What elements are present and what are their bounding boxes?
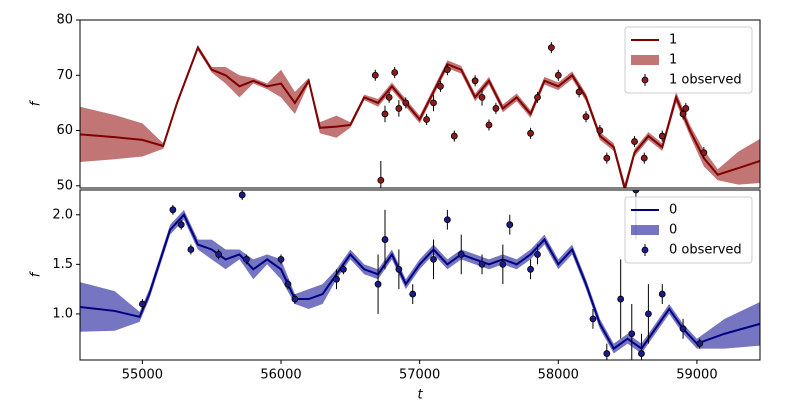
observed-point (534, 94, 540, 100)
observed-point (216, 251, 222, 257)
observed-point (396, 266, 402, 272)
legend-label: 1 (669, 33, 677, 48)
observed-point (701, 150, 707, 156)
observed-point (458, 251, 464, 257)
observed-point (641, 155, 647, 161)
x-tick-label: 56000 (260, 368, 301, 383)
y-axis-label: f (29, 99, 44, 106)
observed-point (534, 251, 540, 257)
observed-point (659, 133, 665, 139)
x-axis-label: t (417, 388, 423, 400)
observed-point (375, 281, 381, 287)
observed-point (697, 341, 703, 347)
observed-point (431, 256, 437, 262)
observed-point (629, 331, 635, 337)
legend: 0 0 0 observed (625, 197, 752, 263)
observed-point (576, 89, 582, 95)
y-tick-label: 50 (56, 178, 73, 193)
observed-point (424, 116, 430, 122)
legend: 1 1 1 observed (625, 27, 752, 93)
observed-point (486, 122, 492, 128)
observed-point (479, 94, 485, 100)
observed-point (340, 266, 346, 272)
observed-point (437, 83, 443, 89)
observed-point (292, 296, 298, 302)
observed-point (507, 222, 513, 228)
observed-point (604, 351, 610, 357)
observed-point (500, 261, 506, 267)
observed-point (528, 266, 534, 272)
observed-point (528, 130, 534, 136)
observed-point (403, 100, 409, 106)
observed-point (645, 311, 651, 317)
observed-point (548, 45, 554, 51)
observed-point (683, 105, 689, 111)
y-tick-label: 60 (56, 123, 73, 138)
observed-point (382, 111, 388, 117)
observed-point (178, 222, 184, 228)
observed-point (638, 351, 644, 357)
observed-point (590, 316, 596, 322)
legend-swatch (642, 247, 648, 253)
observed-point (386, 94, 392, 100)
observed-point (278, 256, 284, 262)
observed-point (378, 177, 384, 183)
observed-point (493, 105, 499, 111)
observed-point (444, 67, 450, 73)
observed-point (243, 256, 249, 262)
observed-point (555, 72, 561, 78)
x-tick-label: 57000 (399, 368, 440, 383)
observed-point (472, 78, 478, 84)
observed-point (333, 276, 339, 282)
observed-point (451, 133, 457, 139)
observed-point (396, 105, 402, 111)
x-tick-label: 59000 (676, 368, 717, 383)
legend-label: 1 (669, 53, 677, 68)
observed-point (604, 155, 610, 161)
x-tick-label: 55000 (122, 368, 163, 383)
observed-point (444, 217, 450, 223)
legend-swatch (631, 55, 659, 65)
y-axis-label: f (29, 270, 44, 277)
x-tick-label: 58000 (538, 368, 579, 383)
y-tick-label: 70 (56, 68, 73, 83)
observed-point (382, 237, 388, 243)
legend-label: 1 observed (669, 73, 742, 88)
observed-point (170, 207, 176, 213)
observed-point (597, 128, 603, 134)
panel: 1.0 1.5 2.0 55000 56000 57000 58000 59000 f t 0 0 0 … (29, 140, 761, 400)
legend-label: 0 (669, 223, 677, 238)
observed-point (632, 139, 638, 145)
y-tick-label: 2.0 (52, 207, 73, 222)
figure: 50 60 70 80 f 1 1 1 observed 1.0 1.5 2.0 55000 56000… (0, 0, 800, 400)
observed-point (285, 281, 291, 287)
observed-point (372, 72, 378, 78)
observed-point (392, 70, 398, 76)
observed-point (239, 192, 245, 198)
observed-point (188, 246, 194, 252)
y-tick-label: 1.0 (52, 306, 73, 321)
observed-point (659, 291, 665, 297)
observed-point (431, 100, 437, 106)
panel: 50 60 70 80 f 1 1 1 observed (29, 13, 761, 200)
legend-swatch (631, 225, 659, 235)
legend-swatch (642, 77, 648, 83)
legend-label: 0 observed (669, 243, 742, 258)
observed-point (618, 296, 624, 302)
observed-point (583, 114, 589, 120)
observed-point (139, 301, 145, 307)
observed-point (680, 326, 686, 332)
observed-point (479, 261, 485, 267)
y-tick-label: 80 (56, 13, 73, 28)
observed-point (680, 111, 686, 117)
legend-label: 0 (669, 203, 677, 218)
observed-point (410, 291, 416, 297)
y-tick-label: 1.5 (52, 257, 73, 272)
